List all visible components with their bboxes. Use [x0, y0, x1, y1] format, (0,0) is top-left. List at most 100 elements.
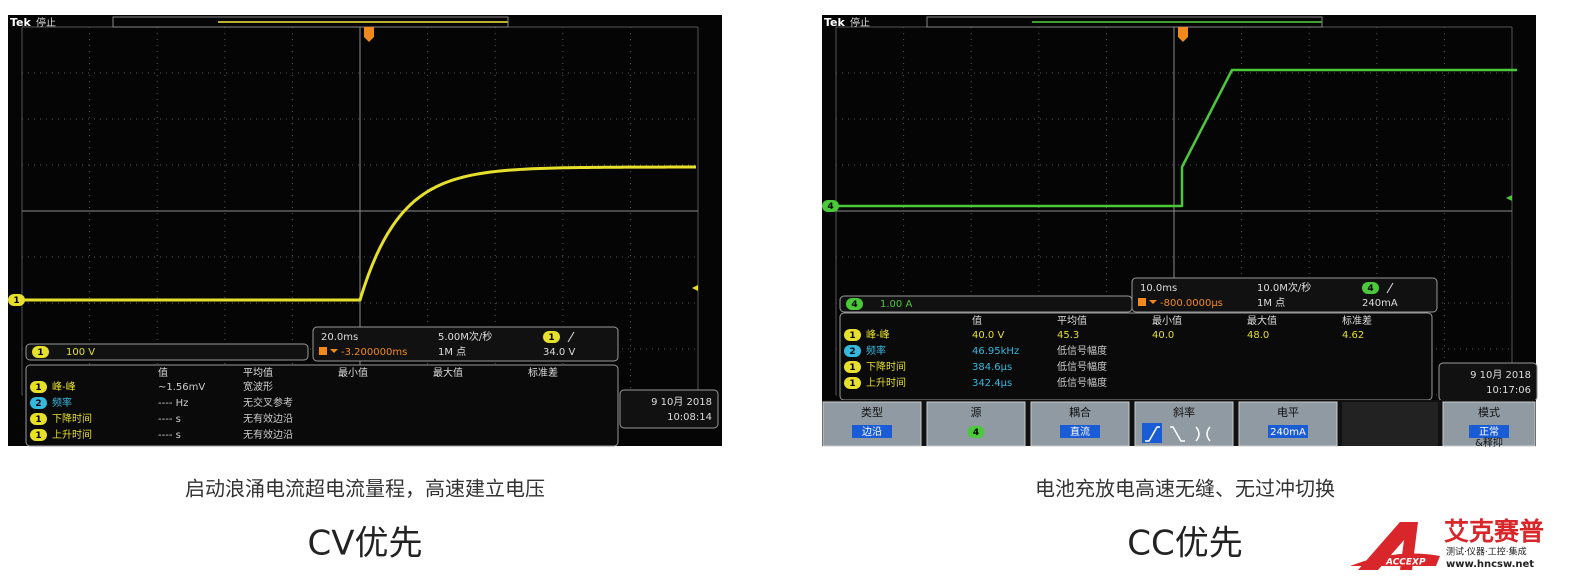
channel-badge: [844, 345, 861, 357]
menu-value-bg: [1060, 425, 1100, 438]
time: 10:17:06: [1486, 385, 1531, 396]
measurement-label: 下降时间: [866, 360, 906, 373]
channel-number: 4: [827, 202, 833, 212]
channel-number: 1: [548, 333, 554, 343]
measurement-value: 40.0: [1152, 330, 1174, 341]
menu-button: [1030, 401, 1130, 447]
channel-badge: [30, 429, 47, 441]
channel-number: 1: [849, 379, 855, 389]
brand: Tek: [824, 16, 846, 29]
column-header: 标准差: [528, 366, 558, 379]
channel-number: 1: [849, 331, 855, 341]
trigger-marker: [1178, 27, 1188, 42]
record-length: 1M 点: [438, 346, 466, 358]
slope-icons: [1145, 426, 1211, 442]
channel-scale: 100 V: [66, 347, 95, 358]
channel-readout-box: [25, 343, 309, 361]
channel-number: 4: [851, 300, 857, 310]
menu-value: 边沿: [862, 426, 882, 438]
date-box: [619, 389, 719, 429]
slope-icon: [567, 331, 575, 343]
measurement-label: 频率: [52, 396, 72, 409]
channel-number: 4: [973, 428, 979, 438]
logo-url: www.hncsw.net: [1446, 559, 1534, 570]
channel-badge: [30, 413, 47, 425]
measurement-value: 低信号幅度: [1057, 344, 1107, 357]
measurement-value: 低信号幅度: [1057, 360, 1107, 373]
sample-rate: 10.0M次/秒: [1257, 281, 1311, 294]
logo-tagline: 测试·仪器·工控·集成: [1446, 546, 1527, 558]
channel-number: 1: [37, 348, 43, 358]
menu-label: 斜率: [1173, 405, 1195, 419]
channel-badge: [967, 426, 985, 438]
channel-number: 2: [35, 399, 41, 409]
logo-name: 艾克赛普: [1444, 517, 1544, 546]
measurement-label: 下降时间: [52, 412, 92, 425]
measurement-label: 频率: [866, 344, 886, 357]
column-header: 值: [972, 314, 982, 327]
measurement-value: ---- Hz: [158, 398, 188, 409]
channel-scale: 1.00 A: [880, 299, 912, 310]
date: 9 10月 2018: [1470, 369, 1531, 381]
channel-number: 1: [13, 296, 19, 306]
column-header: 最大值: [433, 366, 463, 379]
logo-mark-text: ACCEXP: [1385, 558, 1426, 568]
trigger-level: 34.0 V: [543, 347, 575, 358]
channel-number: 1: [35, 383, 41, 393]
timebase-box: [312, 326, 619, 362]
channel-badge: [1362, 282, 1379, 294]
column-header: 标准差: [1342, 314, 1372, 327]
channel-badge: [844, 361, 861, 373]
menu-value-bg: [852, 425, 892, 438]
menu-button-empty: [1342, 402, 1438, 446]
column-header: 最小值: [1152, 314, 1182, 327]
slope-icon: [1386, 282, 1394, 294]
column-header: 值: [158, 366, 168, 379]
column-header: 最大值: [1247, 314, 1277, 327]
menu-label: 耦合: [1069, 405, 1091, 419]
measurement-value: ~1.56mV: [158, 382, 205, 393]
measurement-value: ---- s: [158, 414, 181, 425]
trigger-offset: -800.0000μs: [1160, 298, 1223, 309]
menu-label: 源: [971, 405, 982, 419]
menu-value-bg: [1268, 425, 1308, 438]
measurement-value: 384.6μs: [972, 362, 1012, 373]
menu-label: 模式: [1478, 406, 1500, 419]
menu-button: [1442, 401, 1536, 447]
menu-button: [1238, 401, 1338, 447]
channel-badge: [543, 331, 560, 343]
trigger-offset: -3.200000ms: [341, 347, 407, 358]
trigger-offset-icon: [319, 347, 338, 355]
channel-number: 1: [35, 431, 41, 441]
channel-number: 1: [35, 415, 41, 425]
time: 10:08:14: [667, 412, 712, 423]
date: 9 10月 2018: [651, 396, 712, 408]
sample-rate: 5.00M次/秒: [438, 330, 492, 343]
menu-value: 240mA: [1270, 427, 1306, 438]
channel-badge: [844, 377, 861, 389]
waveform-trace: [22, 165, 697, 302]
waveform-trace: [836, 68, 1517, 208]
status: 停止: [36, 16, 56, 29]
column-header: 平均值: [243, 366, 273, 379]
channel-badge: [8, 294, 25, 306]
oscilloscope-screen: 1 Tek 停止 1 100 V 20.0ms 5.00M次/秒 1 -3.200000ms 1M…: [8, 15, 722, 447]
channel-badge: [30, 397, 47, 409]
trigger-offset-icon: [1138, 298, 1157, 306]
measurement-label: 上升时间: [52, 428, 92, 441]
channel-number: 2: [849, 347, 855, 357]
logo-swoosh: [1350, 553, 1440, 566]
caption: 启动浪涌电流超电流量程，高速建立电压: [185, 477, 545, 501]
menu-button: [926, 401, 1026, 447]
menu-label: 类型: [861, 405, 883, 419]
menu-button: [822, 401, 922, 447]
column-header: 最小值: [338, 366, 368, 379]
measurement-value: 48.0: [1247, 330, 1269, 341]
timebase-scale: 20.0ms: [321, 332, 358, 343]
measurement-value: 45.3: [1057, 330, 1079, 341]
measurement-value: 46.95kHz: [972, 346, 1019, 357]
column-header: 平均值: [1057, 314, 1087, 327]
trigger-level-marker: [1506, 195, 1512, 201]
menu-value: 直流: [1070, 425, 1090, 438]
